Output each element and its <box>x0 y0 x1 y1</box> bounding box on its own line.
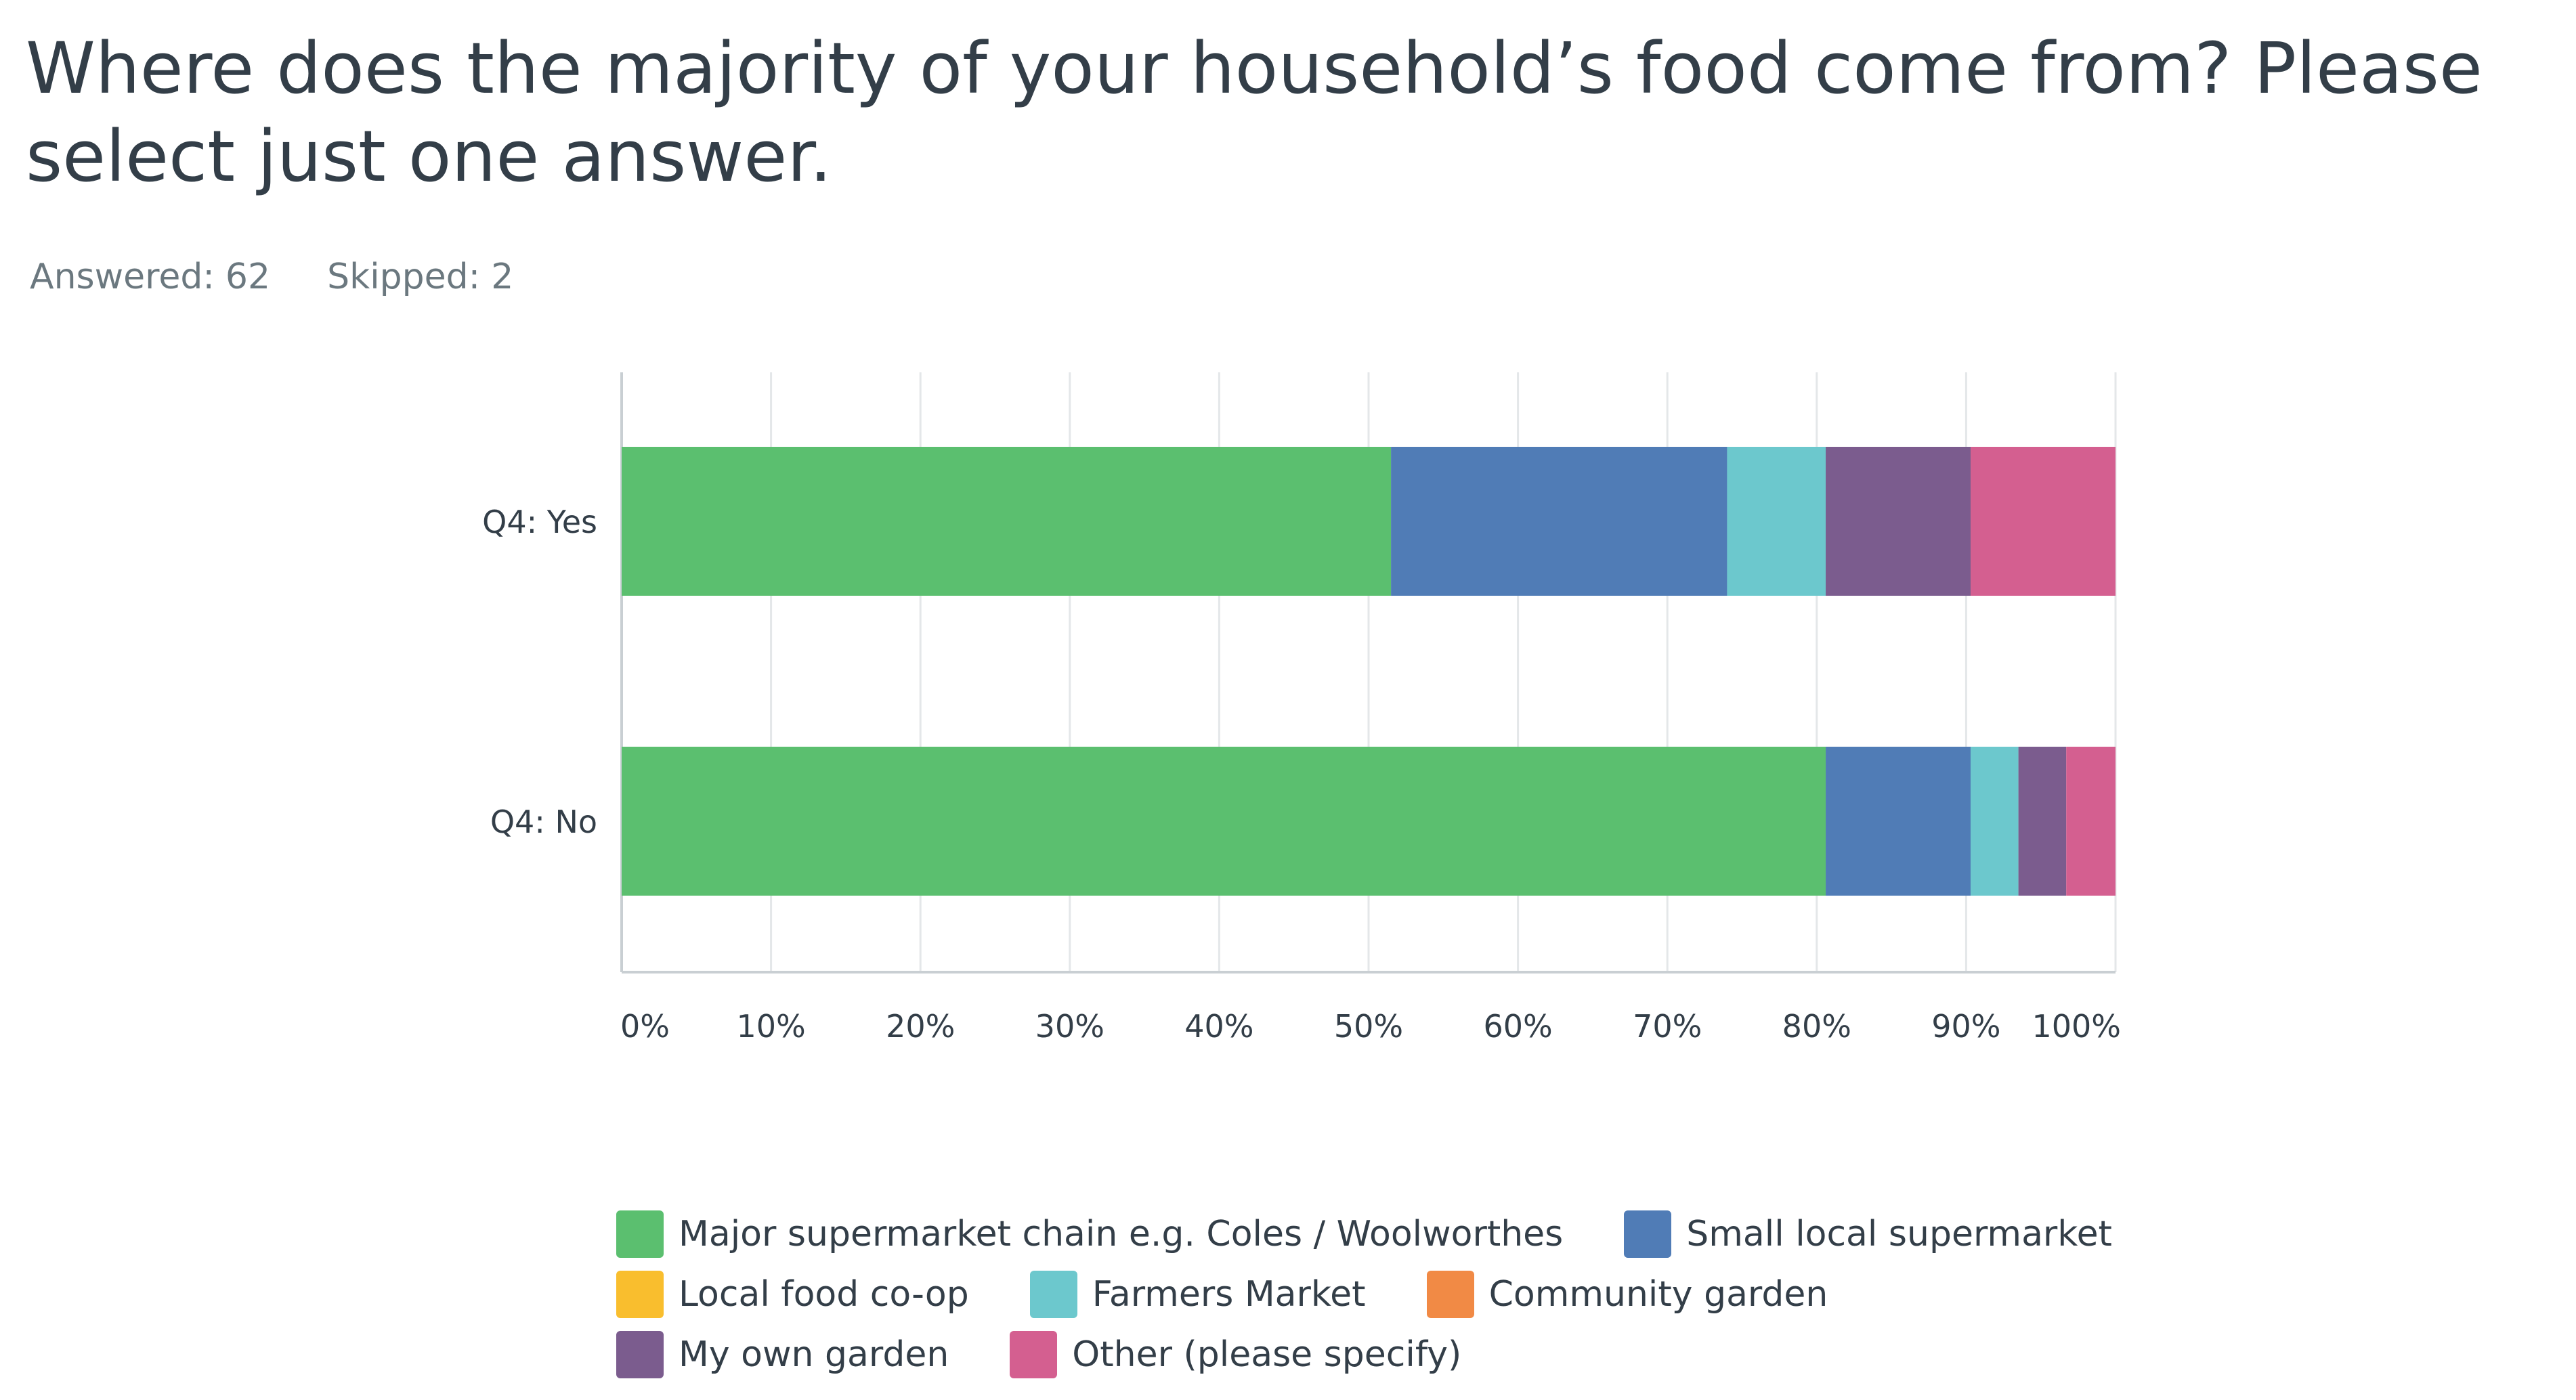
legend-item: Farmers Market <box>1029 1270 1366 1318</box>
legend-label: Farmers Market <box>1092 1273 1366 1315</box>
bar-segment <box>1727 447 1826 596</box>
legend-label: Small local supermarket <box>1686 1213 2112 1254</box>
x-tick-label: 40% <box>1184 1008 1253 1045</box>
question-title: Where does the majority of your househol… <box>26 27 2483 198</box>
legend-swatch <box>616 1270 664 1318</box>
legend-label: Other (please specify) <box>1072 1334 1462 1375</box>
x-tick-label: 70% <box>1633 1008 1702 1045</box>
legend-label: Major supermarket chain e.g. Coles / Woo… <box>679 1213 1564 1254</box>
legend-swatch <box>616 1330 664 1378</box>
legend-label: Local food co-op <box>679 1273 969 1315</box>
bar-segment <box>1391 447 1727 596</box>
x-tick-label: 50% <box>1334 1008 1403 1045</box>
legend-item: Other (please specify) <box>1010 1330 1462 1378</box>
chart-legend: Major supermarket chain e.g. Coles / Woo… <box>616 1204 2174 1384</box>
x-tick-label: 100% <box>2032 1008 2121 1045</box>
legend-swatch <box>616 1210 664 1258</box>
skipped-stat: Skipped: 2 <box>327 253 513 301</box>
bar-segment <box>2018 747 2067 896</box>
category-label: Q4: No <box>490 804 597 840</box>
response-stats: Answered: 62 Skipped: 2 <box>30 253 570 301</box>
x-tick-label: 0% <box>620 1008 670 1045</box>
stacked-bar-chart: 0% 10% 20% 30% 40% 50% 60% 70% 80% 90% 100% Q4: Yes… <box>482 372 2121 1045</box>
bar-segment <box>1971 447 2116 596</box>
category-label: Q4: Yes <box>482 504 597 540</box>
legend-swatch <box>1010 1330 1058 1378</box>
legend-item: My own garden <box>616 1330 949 1378</box>
skipped-label: Skipped: <box>327 257 481 297</box>
answered-stat: Answered: 62 <box>30 253 270 301</box>
x-tick-label: 10% <box>736 1008 805 1045</box>
legend-item: Local food co-op <box>616 1270 969 1318</box>
answered-label: Answered: <box>30 257 215 297</box>
legend-label: My own garden <box>679 1334 949 1375</box>
x-tick-label: 20% <box>886 1008 955 1045</box>
legend-row: My own garden Other (please specify) <box>616 1324 2174 1384</box>
bar-segment <box>622 447 1392 596</box>
x-tick-label: 60% <box>1483 1008 1552 1045</box>
legend-item: Small local supermarket <box>1624 1210 2112 1258</box>
x-tick-label: 30% <box>1035 1008 1104 1045</box>
bar-segment <box>2066 747 2116 896</box>
legend-row: Major supermarket chain e.g. Coles / Woo… <box>616 1204 2174 1264</box>
legend-row: Local food co-op Farmers Market Community … <box>616 1264 2174 1324</box>
x-tick-label: 80% <box>1782 1008 1851 1045</box>
x-tick-label: 90% <box>1931 1008 2000 1045</box>
skipped-count: 2 <box>491 257 514 297</box>
legend-item: Major supermarket chain e.g. Coles / Woo… <box>616 1210 1563 1258</box>
answered-count: 62 <box>225 257 271 297</box>
legend-swatch <box>1426 1270 1474 1318</box>
legend-swatch <box>1029 1270 1077 1318</box>
bar-segment <box>622 747 1826 896</box>
legend-item: Community garden <box>1426 1270 1828 1318</box>
legend-swatch <box>1624 1210 1672 1258</box>
bar-segment <box>1826 747 1971 896</box>
bar-segment <box>1826 447 1971 596</box>
bar-segment <box>1971 747 2019 896</box>
legend-label: Community garden <box>1488 1273 1828 1315</box>
